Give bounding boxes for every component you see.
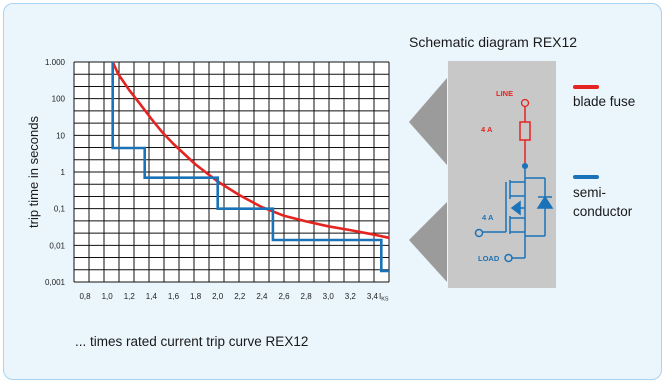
- legend-label-semiconductor-1: semi-: [573, 185, 606, 200]
- legend-swatch-blade-fuse: [573, 85, 599, 89]
- x-axis-ticks: 0,8 1,0 1,2 1,4 1,6 1,8 2,0 2,2 2,4 2,6 2,8 3,0 3,2 3…: [79, 292, 378, 301]
- x-tick-label: 1,8: [190, 292, 202, 301]
- y-axis-label: trip time in seconds: [26, 116, 41, 228]
- x-tick-label: 3,2: [345, 292, 357, 301]
- schematic-diagram: Schematic diagram REX12 LINE 4 A: [409, 34, 635, 288]
- y-tick-label: 0,01: [49, 241, 65, 250]
- schematic-title: Schematic diagram REX12: [409, 34, 577, 50]
- x-tick-label: 2,6: [278, 292, 290, 301]
- y-tick-label: 0,1: [54, 205, 66, 214]
- semiconductor-circuit: [474, 162, 554, 263]
- series: [111, 61, 390, 273]
- x-tick-label: 1,0: [102, 292, 114, 301]
- line-terminal-label: LINE: [496, 89, 513, 98]
- legend-label-semiconductor-2: conductor: [573, 204, 633, 219]
- pointer-arrow-upper: [409, 78, 447, 165]
- pointer-arrow-lower: [409, 202, 447, 282]
- x-tick-label: 1,6: [168, 292, 180, 301]
- trip-curve-chart: 1.000 100 10 1 0,1 0,01 0,001 0,8 1,0 1,2 1,4 1,6 1…: [26, 58, 390, 349]
- schematic-box: [448, 61, 556, 288]
- semiconductor-rating: 4 A: [482, 213, 494, 222]
- x-tick-label: 0,8: [79, 292, 91, 301]
- y-tick-label: 1: [61, 168, 66, 177]
- x-tick-label: 2,4: [256, 292, 268, 301]
- fuse-rating: 4 A: [481, 125, 493, 134]
- x-tick-label: 2,2: [234, 292, 246, 301]
- y-tick-label: 10: [56, 131, 65, 140]
- x-axis-label: ... times rated current trip curve REX12: [75, 334, 308, 349]
- legend-label-blade-fuse: blade fuse: [573, 94, 635, 109]
- grid: [73, 61, 390, 283]
- x-tick-label: 1,2: [124, 292, 136, 301]
- x-tick-label: 3,4: [367, 292, 379, 301]
- y-axis-ticks: 1.000 100 10 1 0,1 0,01 0,001: [45, 58, 66, 287]
- x-tick-label: 2,0: [212, 292, 224, 301]
- x-tick-label: 1,4: [146, 292, 158, 301]
- x-unit-label: IKS: [379, 292, 389, 303]
- load-terminal-label: LOAD: [478, 254, 500, 263]
- x-tick-label: 3,0: [323, 292, 335, 301]
- y-tick-label: 1.000: [45, 58, 66, 67]
- series-line-semiconductor: [111, 62, 389, 273]
- legend-swatch-semiconductor: [573, 175, 599, 179]
- y-tick-label: 100: [52, 95, 66, 104]
- y-tick-label: 0,001: [45, 278, 66, 287]
- x-tick-label: 2,8: [301, 292, 313, 301]
